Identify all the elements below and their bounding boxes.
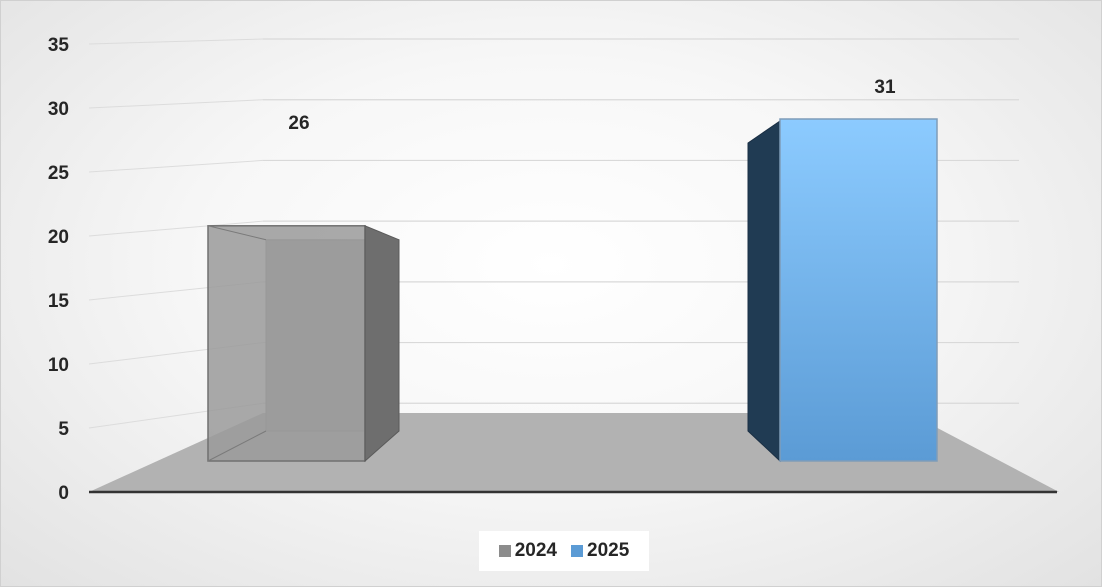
y-tick-label-5: 5: [58, 419, 69, 440]
bar-2024-side: [364, 225, 400, 463]
y-tick-label-0: 0: [58, 483, 69, 504]
bar-2025: [779, 118, 938, 462]
legend: 2024 2025: [479, 531, 649, 571]
y-tick-label-25: 25: [48, 163, 70, 184]
y-tick-label-35: 35: [48, 35, 70, 56]
side-gridline-25: [88, 159, 264, 173]
data-label-2025: 31: [874, 77, 896, 98]
legend-label-2025: 2025: [587, 540, 630, 561]
side-gridline-35: [88, 38, 264, 45]
legend-item-2025: 2025: [571, 540, 629, 562]
legend-item-2024: 2024: [498, 540, 557, 562]
bar-2024: [207, 225, 366, 462]
side-gridline-20: [88, 220, 264, 237]
data-label-2024: 26: [288, 113, 309, 134]
y-tick-label-30: 30: [48, 99, 69, 120]
legend-swatch-2025: [571, 545, 583, 557]
y-tick-label-20: 20: [48, 227, 69, 248]
side-gridline-30: [88, 99, 264, 109]
bar-2025-side: [747, 120, 781, 463]
bar-2024-edge-bottom: [207, 430, 267, 462]
y-tick-label-10: 10: [48, 355, 69, 376]
bar-2024-edge: [207, 225, 267, 241]
y-tick-label-15: 15: [48, 291, 70, 312]
legend-swatch-2024: [498, 545, 511, 557]
legend-label-2024: 2024: [514, 540, 557, 561]
